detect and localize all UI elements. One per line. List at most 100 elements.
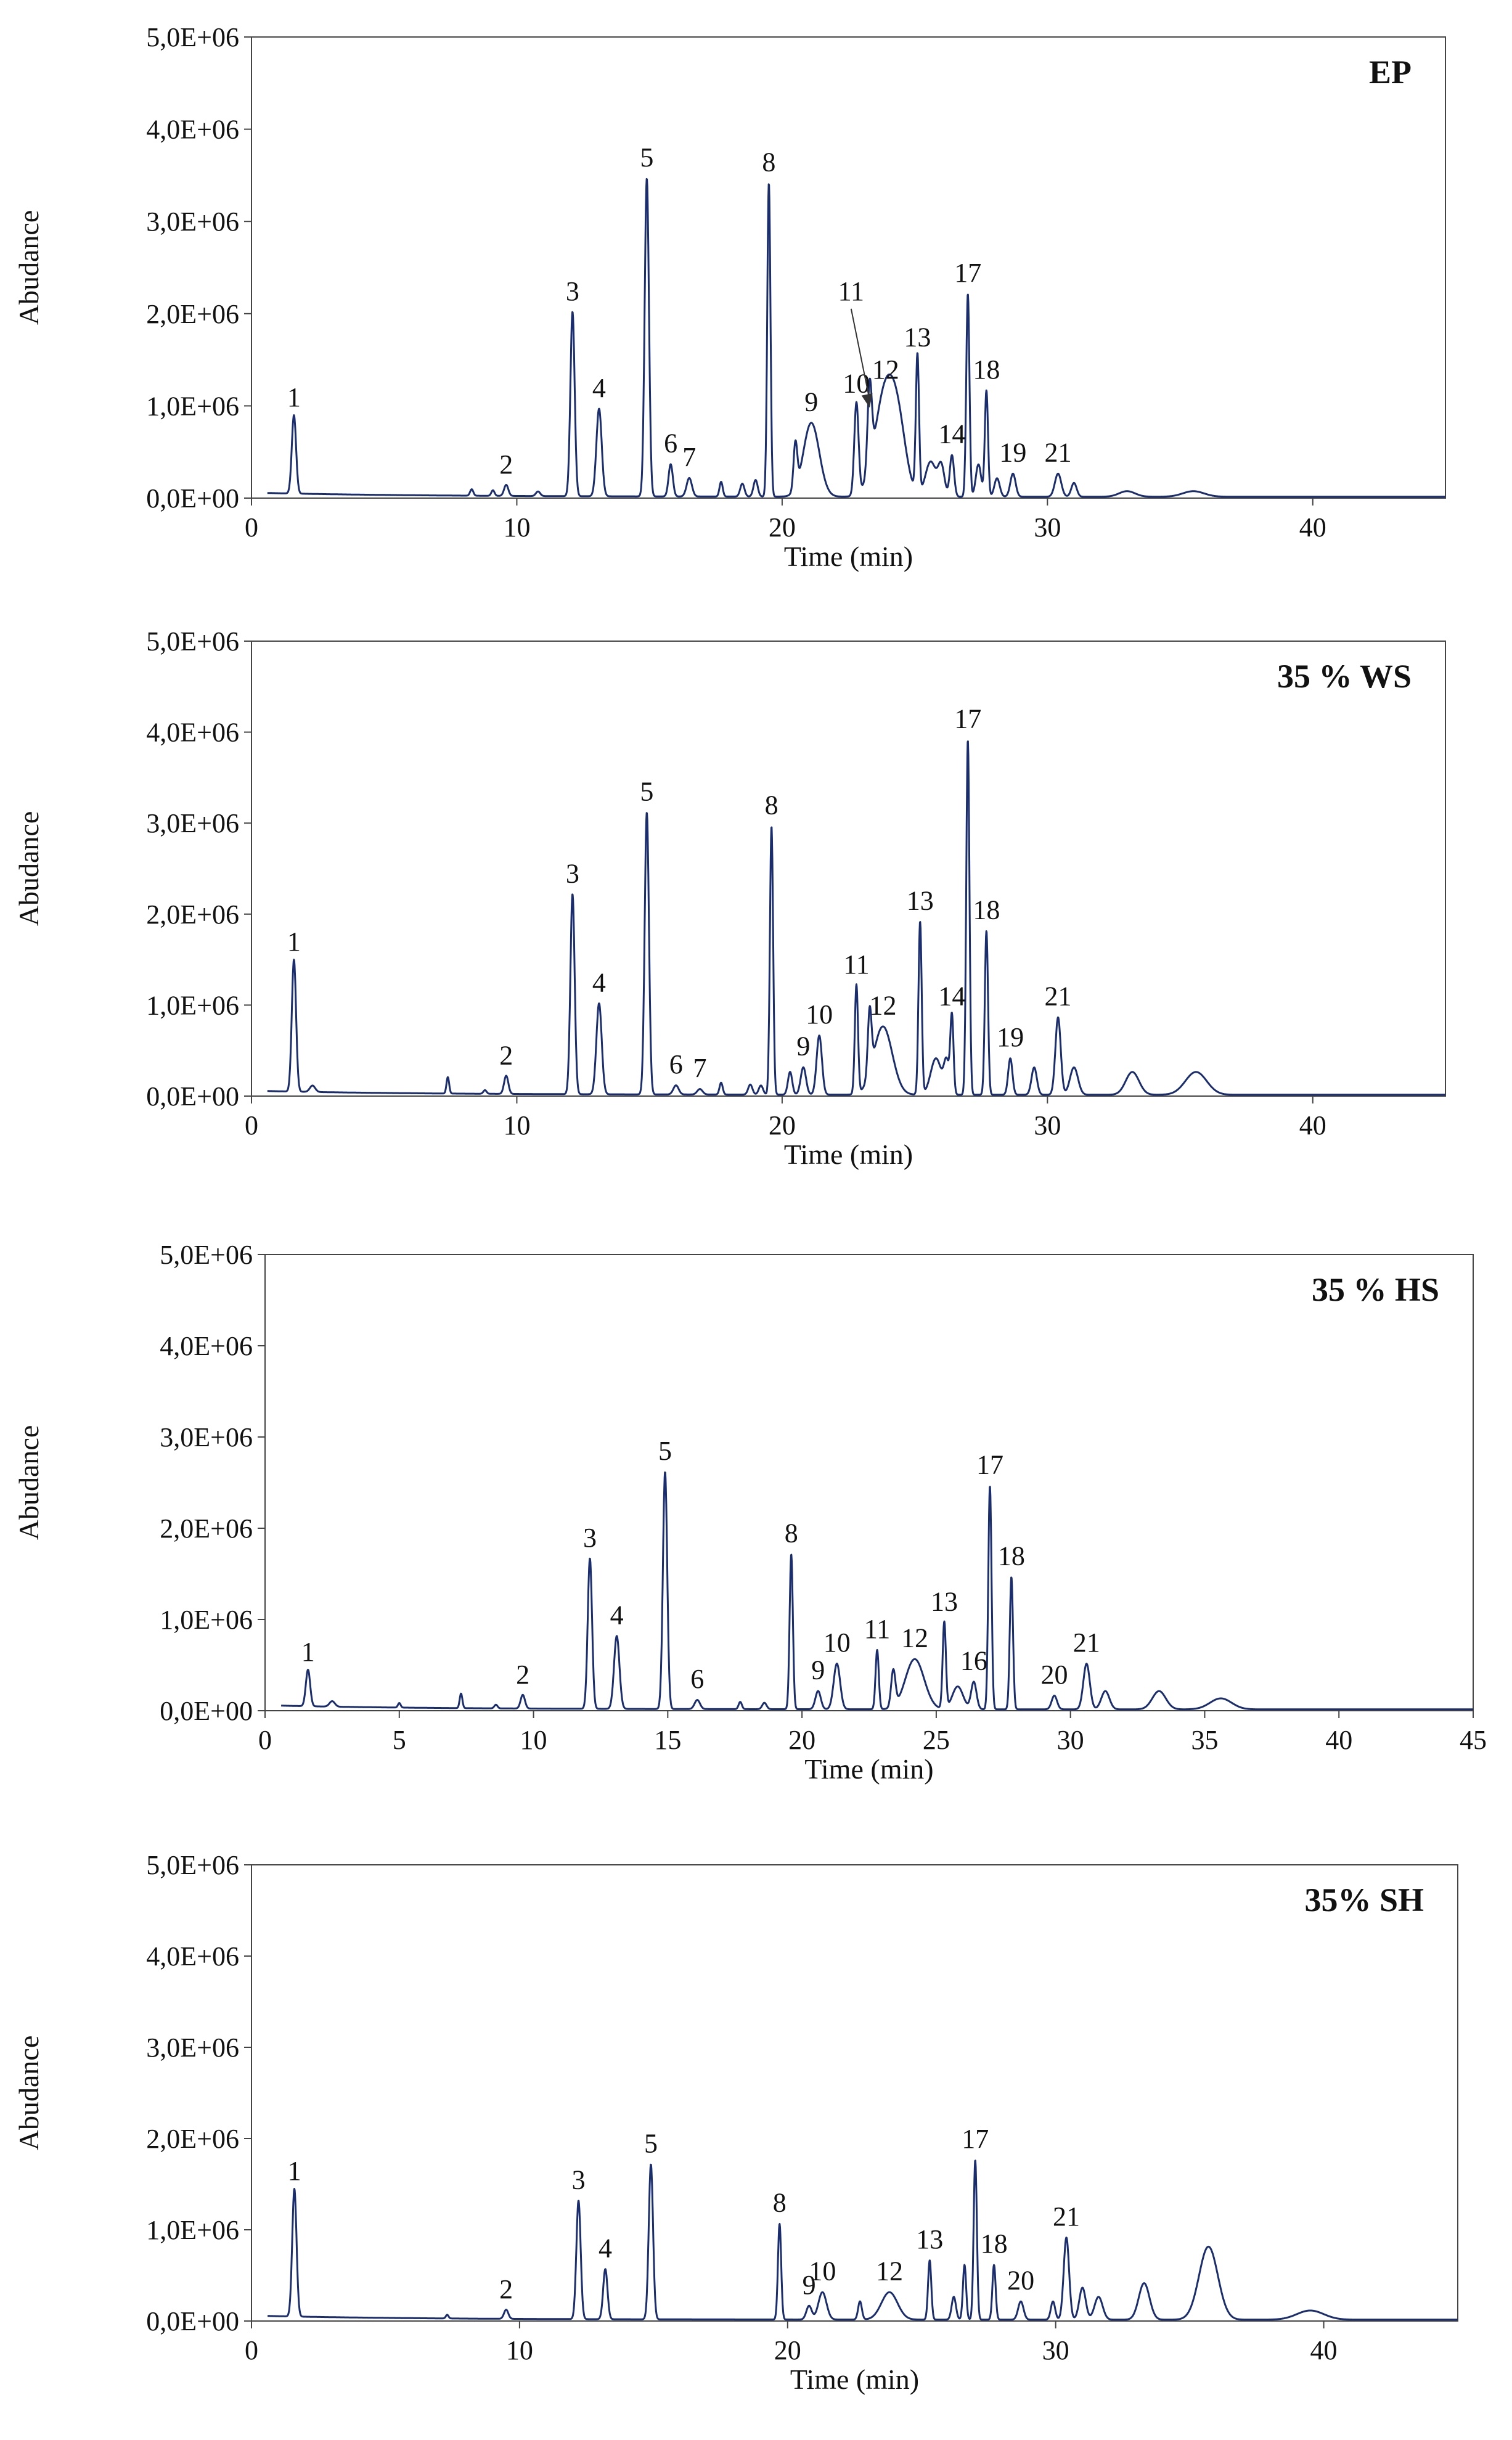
peak-label: 8 [765, 790, 778, 821]
peak-label: 7 [682, 442, 696, 472]
x-tick-label: 40 [1299, 1110, 1326, 1140]
peak-label: 13 [907, 886, 934, 916]
peak-label: 3 [583, 1523, 597, 1553]
peak-label: 4 [599, 2233, 612, 2264]
x-axis-label: Time (min) [784, 1139, 913, 1170]
peak-label: 21 [1045, 981, 1072, 1012]
y-tick-label: 2,0E+06 [146, 2124, 239, 2154]
x-tick-label: 25 [923, 1725, 950, 1755]
plot-frame [251, 641, 1446, 1097]
x-tick-label: 20 [774, 2335, 801, 2365]
peak-label: 9 [804, 387, 818, 417]
peak-label: 20 [1041, 1660, 1068, 1690]
annotation-arrowhead [861, 393, 873, 408]
peak-label: 11 [864, 1614, 890, 1644]
x-tick-label: 40 [1299, 512, 1326, 542]
x-tick-label: 10 [503, 1110, 530, 1140]
peak-label: 18 [981, 2229, 1008, 2259]
y-axis-label: Abudance [13, 811, 44, 926]
peak-label: 19 [997, 1022, 1024, 1052]
plot-frame [251, 1864, 1458, 2322]
peak-label: 4 [592, 373, 606, 403]
peak-label: 1 [287, 382, 301, 412]
y-tick-label: 4,0E+06 [146, 718, 239, 748]
y-tick-label: 5,0E+06 [160, 1240, 253, 1270]
y-tick-label: 5,0E+06 [146, 22, 239, 52]
peak-label: 8 [785, 1518, 798, 1548]
peak-label: 21 [1053, 2201, 1080, 2232]
peak-label: 12 [869, 990, 896, 1020]
y-tick-label: 4,0E+06 [146, 1941, 239, 1971]
chromatogram-trace [267, 2160, 1458, 2321]
peak-label: 18 [973, 354, 1000, 385]
peak-label: 10 [823, 1627, 851, 1658]
plot-frame [251, 36, 1446, 499]
y-tick-label: 2,0E+06 [146, 899, 239, 930]
peak-label: 4 [592, 967, 606, 997]
x-tick-label: 5 [393, 1725, 406, 1755]
peak-label: 13 [916, 2224, 943, 2254]
panel-4: 0,0E+00 1,0E+06 2,0E+06 3,0E+06 4,0E+06 5,0E+… [13, 1850, 1458, 2395]
peak-label: 3 [566, 276, 579, 306]
peak-label: 10 [843, 368, 870, 398]
peak-label: 6 [669, 1049, 683, 1079]
peak-label: 1 [287, 927, 301, 957]
peak-label: 18 [998, 1541, 1025, 1571]
x-tick-label: 30 [1042, 2335, 1069, 2365]
y-tick-label: 0,0E+00 [160, 1696, 253, 1726]
x-tick-label: 0 [245, 512, 258, 542]
panel-2: 0,0E+00 1,0E+06 2,0E+06 3,0E+06 4,0E+06 5,0E+… [13, 626, 1446, 1170]
peak-label: 12 [876, 2256, 903, 2286]
x-tick-label: 20 [769, 512, 796, 542]
peak-label: 11 [838, 276, 864, 306]
y-tick-label: 2,0E+06 [146, 299, 239, 329]
panel-title: 35 % HS [1312, 1271, 1439, 1308]
peak-label: 14 [938, 981, 965, 1012]
peak-label: 6 [690, 1664, 704, 1694]
y-tick-label: 3,0E+06 [146, 808, 239, 838]
x-axis-label: Time (min) [790, 2364, 919, 2395]
peak-label: 21 [1073, 1627, 1100, 1658]
panel-1: 0,0E+00 1,0E+06 2,0E+06 3,0E+06 4,0E+06 5,0E+… [13, 22, 1446, 572]
x-tick-label: 0 [245, 2335, 258, 2365]
peak-label: 2 [499, 1040, 513, 1070]
y-tick-label: 0,0E+00 [146, 1081, 239, 1112]
y-tick-label: 4,0E+06 [160, 1331, 253, 1361]
x-tick-label: 10 [503, 512, 530, 542]
x-tick-label: 20 [769, 1110, 796, 1140]
x-tick-label: 0 [245, 1110, 258, 1140]
peak-label: 5 [640, 142, 653, 173]
peak-label: 13 [931, 1586, 958, 1616]
peak-label: 7 [693, 1053, 706, 1083]
peak-label: 5 [644, 2128, 658, 2158]
chromatogram-trace [266, 178, 1446, 498]
peak-label: 9 [811, 1655, 825, 1685]
x-tick-label: 10 [520, 1725, 547, 1755]
x-axis-label: Time (min) [804, 1753, 933, 1785]
peak-label: 17 [954, 258, 981, 288]
peak-label: 12 [872, 354, 899, 385]
y-axis-label: Abudance [13, 2036, 44, 2150]
panel-title: 35% SH [1304, 1881, 1424, 1918]
x-tick-label: 40 [1310, 2335, 1338, 2365]
x-tick-label: 15 [654, 1725, 681, 1755]
peak-label: 14 [938, 419, 965, 449]
peak-label: 21 [1045, 438, 1072, 468]
peak-label: 5 [658, 1436, 672, 1466]
peak-label: 17 [954, 703, 981, 734]
peak-label: 8 [762, 147, 775, 177]
y-tick-label: 1,0E+06 [146, 2215, 239, 2245]
panel-title: EP [1369, 54, 1412, 91]
x-tick-label: 10 [506, 2335, 533, 2365]
y-tick-label: 2,0E+06 [160, 1513, 253, 1544]
peak-label: 6 [664, 428, 677, 459]
peak-label: 8 [773, 2188, 787, 2218]
x-tick-label: 40 [1325, 1725, 1352, 1755]
peak-label: 4 [610, 1600, 624, 1631]
peak-label: 2 [499, 2274, 513, 2304]
y-tick-label: 1,0E+06 [146, 391, 239, 421]
peak-label: 18 [973, 895, 1000, 925]
peak-label: 3 [572, 2165, 586, 2195]
panel-3: 0,0E+00 1,0E+06 2,0E+06 3,0E+06 4,0E+06 5,0E+… [13, 1240, 1487, 1785]
